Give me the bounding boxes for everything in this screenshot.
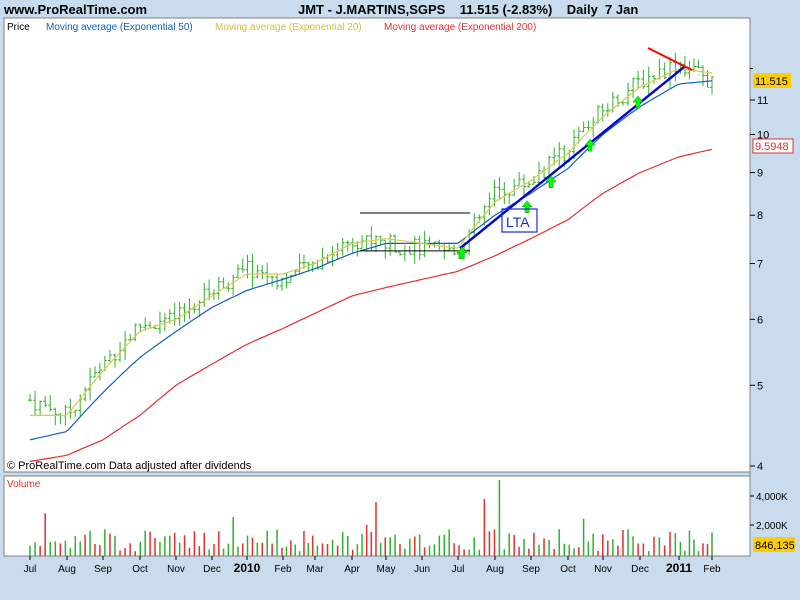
x-tick-label: Sep — [522, 564, 540, 575]
price-panel-label: Price — [7, 22, 30, 33]
x-tick-label: Jun — [414, 564, 430, 575]
x-tick-label: Aug — [486, 564, 504, 575]
lta-label: LTA — [506, 214, 530, 230]
price-panel[interactable] — [3, 17, 751, 473]
lta-box[interactable] — [501, 208, 538, 233]
volume-tick-2000k: 2,000K — [756, 521, 788, 532]
chart-title: JMT - J.MARTINS,SGPS 11.515 (-2.83%) Dai… — [298, 2, 639, 17]
last-volume-value: 846,135 — [755, 540, 795, 552]
footer-note: © ProRealTime.com Data adjusted after di… — [7, 460, 252, 472]
x-tick-label: Jul — [452, 564, 465, 575]
x-tick-label: Apr — [344, 564, 360, 575]
x-tick-label: Feb — [703, 564, 721, 575]
trendline-lta — [459, 66, 685, 250]
ema200-price-tag — [752, 138, 794, 154]
x-tick-label: Aug — [58, 564, 76, 575]
volume-tick-4000k: 4,000K — [756, 492, 788, 503]
buy-arrow-icon — [545, 175, 557, 188]
volume-panel[interactable] — [3, 475, 751, 557]
legend-ema200: Moving average (Exponential 200) — [384, 22, 536, 33]
y-tick-label: 4 — [757, 461, 763, 473]
x-tick-label: Nov — [594, 564, 612, 575]
x-tick-label: Nov — [167, 564, 185, 575]
buy-arrow-icon — [521, 200, 533, 213]
x-tick-label: Sep — [94, 564, 112, 575]
resistance-line — [647, 47, 693, 71]
y-tick-label: 5 — [757, 380, 763, 392]
buy-arrow-icon — [584, 138, 596, 152]
x-tick-label: 2011 — [666, 561, 692, 575]
legend-ema50: Moving average (Exponential 50) — [46, 22, 193, 33]
y-tick-label: 8 — [757, 210, 763, 222]
x-tick-label: Dec — [631, 564, 649, 575]
ema-line-2 — [30, 68, 713, 416]
x-tick-label: Mar — [306, 564, 324, 575]
x-tick-label: Dec — [203, 564, 221, 575]
last-price-value: 11.515 — [755, 76, 788, 88]
x-tick-label: May — [377, 564, 396, 575]
y-tick-label: 11 — [757, 95, 768, 107]
chart-header: www.ProRealTime.com JMT - J.MARTINS,SGPS… — [0, 0, 800, 18]
ema-line-3 — [29, 148, 713, 463]
last-price-tag — [753, 73, 791, 88]
buy-arrow-icon — [456, 246, 468, 260]
y-tick-label: 6 — [757, 314, 763, 326]
legend-ema20: Moving average (Exponential 20) — [215, 22, 362, 33]
volume-panel-label: Volume — [7, 479, 41, 490]
ema-line-1 — [29, 80, 713, 441]
x-tick-label: Jul — [24, 564, 37, 575]
x-tick-label: Feb — [274, 564, 292, 575]
last-volume-tag — [753, 537, 795, 552]
x-tick-label: 2010 — [234, 561, 261, 575]
ema200-price-value: 9.5948 — [755, 141, 789, 153]
y-tick-label: 7 — [757, 259, 763, 271]
x-tick-label: Oct — [132, 564, 148, 575]
y-tick-label: 9 — [757, 168, 763, 180]
buy-arrow-icon — [632, 95, 644, 109]
y-tick-label: 10 — [757, 129, 769, 141]
site-name[interactable]: www.ProRealTime.com — [4, 2, 148, 17]
x-tick-label: Oct — [560, 564, 576, 575]
